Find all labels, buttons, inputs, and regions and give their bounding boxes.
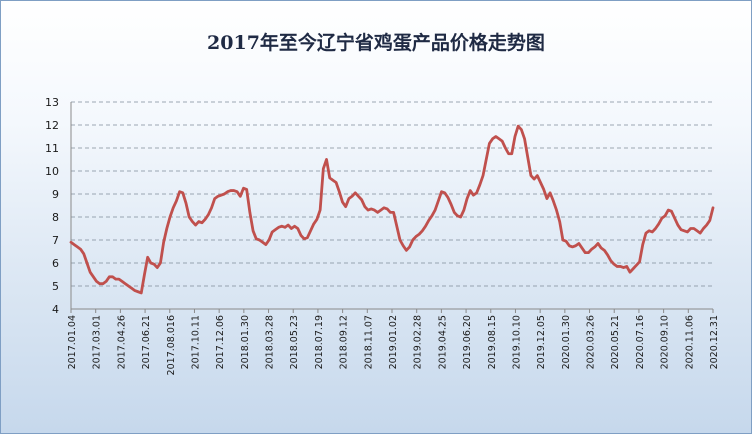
x-tick-label: 2018.07.19 — [314, 315, 325, 369]
x-tick-label: 2018.05.23 — [289, 315, 300, 369]
y-tick-label: 10 — [45, 165, 59, 178]
x-tick-label: 2020.12.31 — [709, 315, 720, 369]
plot-area-rect — [71, 102, 713, 309]
x-tick-label: 2017.03.01 — [92, 315, 103, 369]
x-tick-label: 2019.01.02 — [388, 315, 399, 369]
x-tick-label: 2018.11.07 — [363, 315, 374, 369]
x-tick-label: 2020.05.21 — [610, 315, 621, 369]
x-tick-label: 2019.04.25 — [437, 315, 448, 369]
x-tick-label: 2019.10.10 — [511, 315, 522, 369]
x-tick-label: 2017.10.11 — [190, 315, 201, 369]
y-tick-label: 7 — [52, 234, 59, 247]
y-tick-label: 8 — [52, 211, 59, 224]
x-tick-label: 2018.03.28 — [265, 315, 276, 369]
x-axis-ticks: 2017.01.04 2017.03.01 2017.04.26 2017.06.21… — [67, 309, 720, 375]
y-tick-label: 13 — [45, 96, 59, 109]
x-tick-label: 2018.01.30 — [240, 315, 251, 369]
y-axis-ticks: 4 5 6 7 8 9 10 11 12 13 — [45, 96, 59, 316]
x-tick-label: 2018.09.12 — [339, 315, 350, 369]
x-tick-label: 2017.12.06 — [215, 315, 226, 369]
x-tick-label: 2020.11.06 — [684, 315, 695, 369]
x-tick-label: 2020.03.26 — [586, 315, 597, 369]
y-tick-label: 5 — [52, 280, 59, 293]
y-tick-label: 11 — [45, 142, 59, 155]
x-tick-label: 2020.09.10 — [660, 315, 671, 369]
x-tick-label: 2017.01.04 — [67, 315, 78, 369]
plot-area — [71, 102, 713, 309]
y-tick-label: 9 — [52, 188, 59, 201]
x-tick-label: 2019.08.15 — [487, 315, 498, 369]
y-tick-label: 12 — [45, 119, 59, 132]
y-tick-label: 4 — [52, 303, 59, 316]
chart-title: 2017年至今辽宁省鸡蛋产品价格走势图 — [207, 31, 545, 54]
x-tick-label: 2017.08.016 — [166, 315, 177, 375]
x-tick-label: 2020.01.30 — [561, 315, 572, 369]
x-tick-label: 2020.07.16 — [635, 315, 646, 369]
series-layer — [69, 124, 715, 295]
price-series-line — [69, 124, 715, 295]
grid — [71, 101, 713, 287]
x-tick-label: 2019.02.28 — [413, 315, 424, 369]
x-tick-label: 2017.06.21 — [141, 315, 152, 369]
x-tick-label: 2019.06.20 — [462, 315, 473, 369]
x-tick-label: 2019.12.05 — [536, 315, 547, 369]
x-tick-label: 2017.04.26 — [116, 315, 127, 369]
axes — [70, 102, 713, 310]
y-tick-label: 6 — [52, 257, 59, 270]
